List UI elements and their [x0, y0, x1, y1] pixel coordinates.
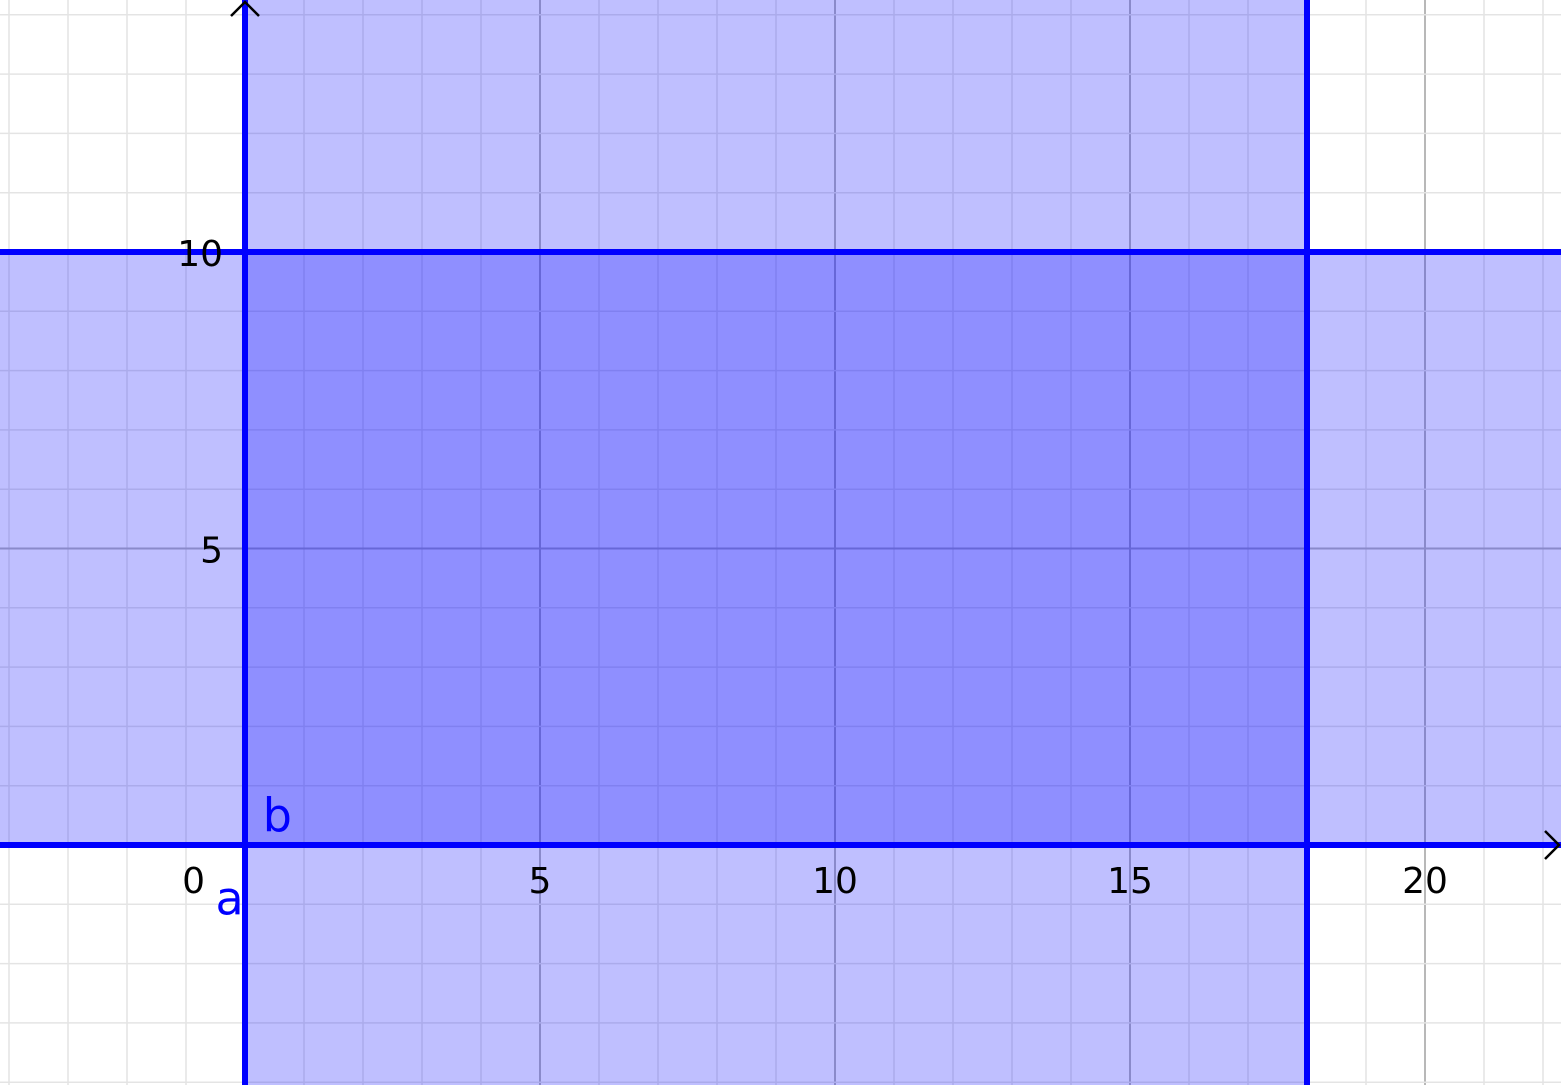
region-a[interactable] — [245, 0, 1307, 1085]
region-b[interactable] — [0, 252, 1561, 845]
x-tick-label: 10 — [812, 861, 858, 902]
region-labels: ab — [216, 788, 292, 925]
region-label-b: b — [263, 788, 292, 842]
x-tick-label: 20 — [1402, 861, 1448, 902]
region-label-a: a — [216, 871, 244, 925]
x-tick-label: 5 — [529, 861, 552, 902]
y-tick-label: 5 — [200, 531, 223, 572]
x-axis-arrow-icon — [1544, 830, 1561, 860]
tick-labels: 0 5 10 15 20 5 10 — [177, 234, 1448, 902]
y-axis-arrow-icon — [230, 0, 260, 17]
x-tick-label: 0 — [182, 861, 205, 902]
y-tick-label: 10 — [177, 234, 223, 275]
axes — [230, 0, 1561, 860]
x-tick-label: 15 — [1107, 861, 1153, 902]
